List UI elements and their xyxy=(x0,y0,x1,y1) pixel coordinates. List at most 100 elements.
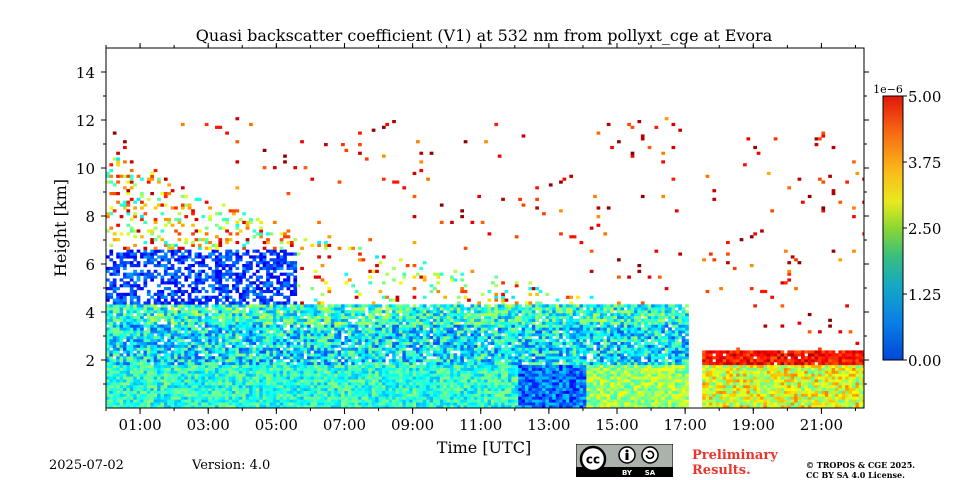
heatmap-cell xyxy=(249,344,253,348)
heatmap-cell xyxy=(187,318,192,322)
heatmap-cell xyxy=(405,364,410,368)
heatmap-cell xyxy=(204,200,209,204)
heatmap-cell xyxy=(249,281,253,285)
heatmap-cell xyxy=(426,402,430,406)
heatmap-cell xyxy=(184,367,189,371)
heatmap-cell xyxy=(228,382,233,386)
heatmap-cell xyxy=(426,393,430,397)
heatmap-cell xyxy=(126,174,131,178)
heatmap-cell xyxy=(225,367,229,371)
heatmap-cell xyxy=(487,307,492,311)
heatmap-cell xyxy=(279,281,284,285)
heatmap-cell xyxy=(487,402,492,406)
heatmap-cell xyxy=(487,289,492,294)
heatmap-cell xyxy=(109,361,114,366)
heatmap-cell xyxy=(116,387,120,392)
heatmap-cell xyxy=(480,330,485,334)
heatmap-cell xyxy=(194,347,199,351)
heatmap-cell xyxy=(473,333,478,337)
heatmap-cell xyxy=(330,338,335,343)
heatmap-cell xyxy=(170,264,175,268)
heatmap-cell xyxy=(388,341,393,345)
heatmap-cell xyxy=(163,298,168,302)
heatmap-cell xyxy=(255,347,260,351)
heatmap-cell xyxy=(211,318,216,322)
heatmap-cell xyxy=(378,384,383,389)
heatmap-cell xyxy=(228,387,233,392)
heatmap-cell xyxy=(463,327,468,331)
heatmap-cell xyxy=(303,166,308,170)
heatmap-cell xyxy=(225,264,229,268)
heatmap-cell xyxy=(266,301,270,305)
heatmap-cell xyxy=(201,261,206,265)
heatmap-cell xyxy=(412,364,417,368)
heatmap-cell xyxy=(303,382,308,386)
heatmap-cell xyxy=(402,327,407,331)
heatmap-cell xyxy=(116,384,120,389)
heatmap-cell xyxy=(157,197,161,201)
heatmap-cell xyxy=(392,266,396,271)
heatmap-cell xyxy=(412,376,417,380)
heatmap-cell xyxy=(123,321,127,325)
heatmap-cell xyxy=(354,336,359,340)
heatmap-cell xyxy=(371,379,376,383)
heatmap-cell xyxy=(194,384,199,389)
heatmap-cell xyxy=(337,333,342,337)
heatmap-cell xyxy=(347,321,352,325)
heatmap-cell xyxy=(436,370,441,374)
heatmap-cell xyxy=(320,278,325,282)
heatmap-cell xyxy=(330,344,335,348)
heatmap-cell xyxy=(150,336,154,340)
heatmap-cell xyxy=(409,379,413,383)
heatmap-cell xyxy=(317,344,321,348)
heatmap-cell xyxy=(307,402,311,406)
heatmap-cell xyxy=(157,382,161,386)
heatmap-cell xyxy=(269,295,274,299)
heatmap-cell xyxy=(324,384,328,389)
heatmap-cell xyxy=(286,396,291,400)
heatmap-cell xyxy=(262,312,267,317)
heatmap-cell xyxy=(177,315,182,320)
heatmap-cell xyxy=(184,255,189,259)
heatmap-cell xyxy=(405,264,410,268)
heatmap-cell xyxy=(402,353,407,357)
heatmap-cell xyxy=(184,356,189,360)
heatmap-cell xyxy=(211,269,216,273)
heatmap-cell xyxy=(249,350,253,354)
heatmap-cell xyxy=(197,373,202,377)
heatmap-cell xyxy=(221,307,226,311)
heatmap-cell xyxy=(143,350,148,354)
heatmap-cell xyxy=(235,275,240,279)
heatmap-cell xyxy=(422,312,427,317)
heatmap-cell xyxy=(140,206,144,210)
heatmap-cell xyxy=(215,246,219,250)
heatmap-cell xyxy=(419,347,424,351)
heatmap-cell xyxy=(255,336,260,340)
heatmap-cell xyxy=(123,292,127,296)
heatmap-cell xyxy=(123,402,127,406)
heatmap-cell xyxy=(116,327,120,331)
heatmap-cell xyxy=(174,318,178,322)
heatmap-cell xyxy=(300,405,304,409)
heatmap-cell xyxy=(262,387,267,392)
heatmap-cell xyxy=(109,226,114,230)
heatmap-cell xyxy=(422,336,427,340)
heatmap-cell xyxy=(276,275,281,279)
heatmap-cell xyxy=(436,384,441,389)
heatmap-cell xyxy=(259,301,264,305)
heatmap-cell xyxy=(317,364,321,368)
heatmap-cell xyxy=(163,405,168,409)
heatmap-cell xyxy=(215,272,219,276)
heatmap-cell xyxy=(416,402,420,406)
heatmap-cell xyxy=(109,281,114,285)
heatmap-cell xyxy=(347,278,352,282)
heatmap-cell xyxy=(160,356,165,360)
heatmap-cell xyxy=(347,347,352,351)
heatmap-cell xyxy=(283,402,287,406)
heatmap-cell xyxy=(191,379,195,383)
heatmap-cell xyxy=(320,312,325,317)
heatmap-cell xyxy=(232,387,236,392)
heatmap-cell xyxy=(395,318,400,322)
heatmap-cell xyxy=(317,387,321,392)
heatmap-cell xyxy=(184,359,189,363)
